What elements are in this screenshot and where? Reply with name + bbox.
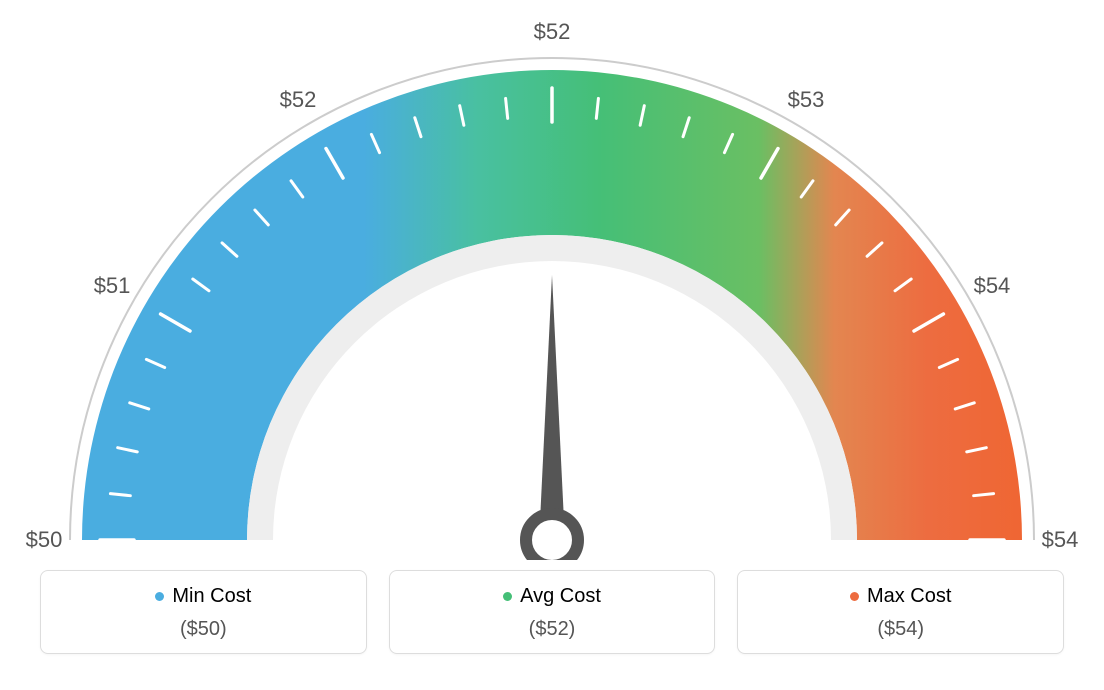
legend-max-dot: [850, 592, 859, 601]
gauge-tick-label: $51: [94, 273, 131, 299]
legend-max-label: Max Cost: [867, 585, 951, 608]
legend-min-dot: [155, 592, 164, 601]
legend-avg-dot: [503, 592, 512, 601]
gauge-tick-label: $52: [534, 19, 571, 45]
gauge-svg: [0, 0, 1104, 560]
legend-avg-card: Avg Cost ($52): [389, 570, 716, 654]
legend-avg-value: ($52): [398, 618, 707, 641]
gauge-tick-label: $54: [974, 273, 1011, 299]
cost-gauge: $50 $51 $52 $52 $53 $54 $54: [0, 0, 1104, 560]
gauge-tick-label: $52: [280, 87, 317, 113]
legend-max-value: ($54): [746, 618, 1055, 641]
legend-min-card: Min Cost ($50): [40, 570, 367, 654]
legend-min-value: ($50): [49, 618, 358, 641]
gauge-tick-label: $53: [788, 87, 825, 113]
gauge-tick-label: $50: [26, 527, 63, 553]
legend-min-label: Min Cost: [172, 585, 251, 608]
legend-avg-label: Avg Cost: [520, 585, 601, 608]
gauge-tick-label: $54: [1042, 527, 1079, 553]
legend-row: Min Cost ($50) Avg Cost ($52) Max Cost (…: [0, 570, 1104, 654]
legend-max-card: Max Cost ($54): [737, 570, 1064, 654]
